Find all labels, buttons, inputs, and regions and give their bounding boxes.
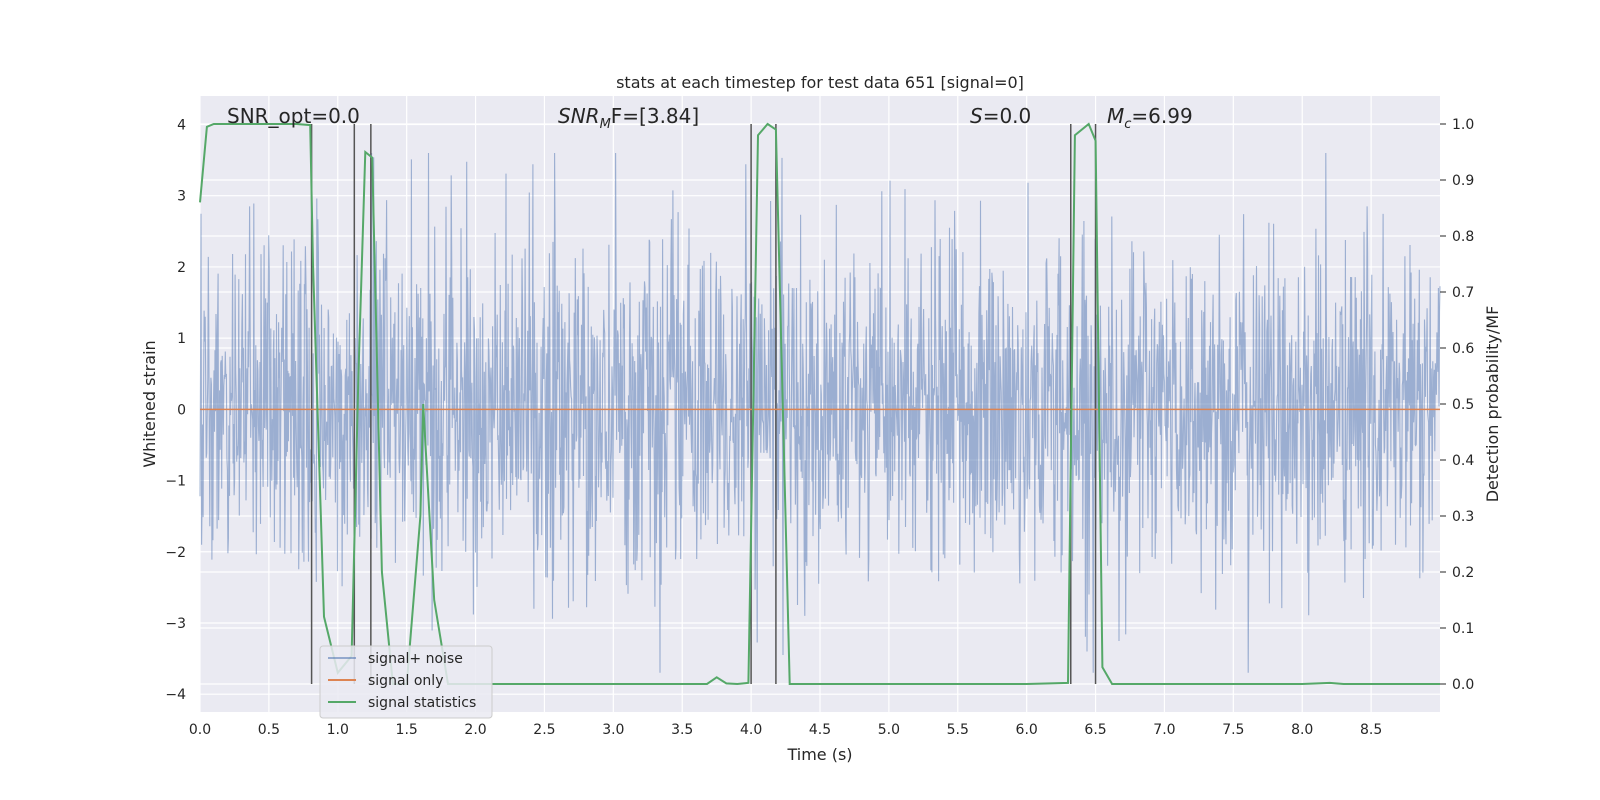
legend-label-statistics: signal statistics xyxy=(368,695,476,711)
y-right-axis-ticks: 1.0 0.9 0.8 0.7 0.6 0.5 0.4 0.3 0.2 0.1 0.0 xyxy=(1440,117,1474,693)
x-tick-label: 1.5 xyxy=(396,722,418,738)
annotation-mc: Mc=6.99 xyxy=(1107,104,1193,132)
x-tick-label: 7.0 xyxy=(1153,722,1175,738)
signal-noise-line xyxy=(199,152,1441,673)
y-left-tick-label: 1 xyxy=(177,331,186,347)
y-left-axis-label: Whitened strain xyxy=(140,340,159,467)
y-left-tick-label: 3 xyxy=(177,189,186,205)
x-tick-label: 2.5 xyxy=(533,722,555,738)
x-tick-label: 8.5 xyxy=(1360,722,1382,738)
x-tick-label: 0.5 xyxy=(258,722,280,738)
x-tick-label: 5.0 xyxy=(878,722,900,738)
y-left-axis-ticks: 4 3 2 1 0 −1 −2 −3 −4 xyxy=(165,117,186,703)
y-right-tick-label: 0.9 xyxy=(1452,173,1474,189)
x-tick-label: 2.0 xyxy=(464,722,486,738)
x-tick-label: 8.0 xyxy=(1291,722,1313,738)
legend-label-signal-only: signal only xyxy=(368,673,443,689)
y-right-tick-label: 0.8 xyxy=(1452,229,1474,245)
x-tick-label: 3.0 xyxy=(602,722,624,738)
y-left-tick-label: −2 xyxy=(165,545,186,561)
annotation-snr-mf: SNRMF=[3.84] xyxy=(558,104,699,132)
x-tick-label: 3.5 xyxy=(671,722,693,738)
y-right-axis-label: Detection probability/MF xyxy=(1483,306,1502,503)
chart-title: stats at each timestep for test data 651… xyxy=(616,73,1024,92)
annotation-s: S=0.0 xyxy=(970,104,1031,128)
x-axis-label: Time (s) xyxy=(786,745,852,764)
signal-statistics-line xyxy=(199,122,1440,686)
x-tick-label: 5.5 xyxy=(947,722,969,738)
y-right-tick-label: 0.0 xyxy=(1452,677,1474,693)
signal-noise-series xyxy=(199,152,1441,673)
y-left-tick-label: −1 xyxy=(165,474,186,490)
y-right-tick-label: 0.1 xyxy=(1452,621,1474,637)
x-axis-ticks: 0.0 0.5 1.0 1.5 2.0 2.5 3.0 3.5 4.0 4.5 5.0 5.5 6.0 6… xyxy=(189,722,1382,738)
y-left-tick-label: −4 xyxy=(165,687,186,703)
y-right-tick-label: 0.7 xyxy=(1452,285,1474,301)
y-right-tick-label: 0.5 xyxy=(1452,397,1474,413)
y-left-tick-label: −3 xyxy=(165,616,186,632)
x-tick-label: 4.5 xyxy=(809,722,831,738)
y-left-tick-label: 4 xyxy=(177,117,186,133)
x-tick-label: 6.0 xyxy=(1016,722,1038,738)
y-right-tick-label: 0.6 xyxy=(1452,341,1474,357)
y-left-tick-label: 2 xyxy=(177,260,186,276)
y-right-tick-label: 0.4 xyxy=(1452,453,1474,469)
legend-box xyxy=(319,645,493,719)
annotation-snr-opt: SNR_opt=0.0 xyxy=(227,104,360,128)
y-right-tick-label: 0.2 xyxy=(1452,565,1474,581)
y-right-tick-label: 1.0 xyxy=(1452,117,1474,133)
x-tick-label: 0.0 xyxy=(189,722,211,738)
x-tick-label: 4.0 xyxy=(740,722,762,738)
legend-label-noise: signal+ noise xyxy=(368,651,463,667)
x-tick-label: 6.5 xyxy=(1084,722,1106,738)
legend: signal+ noise signal only signal statist… xyxy=(319,645,493,719)
x-tick-label: 7.5 xyxy=(1222,722,1244,738)
y-right-tick-label: 0.3 xyxy=(1452,509,1474,525)
signal-statistics-series xyxy=(199,122,1440,686)
y-left-tick-label: 0 xyxy=(177,402,186,418)
x-tick-label: 1.0 xyxy=(327,722,349,738)
